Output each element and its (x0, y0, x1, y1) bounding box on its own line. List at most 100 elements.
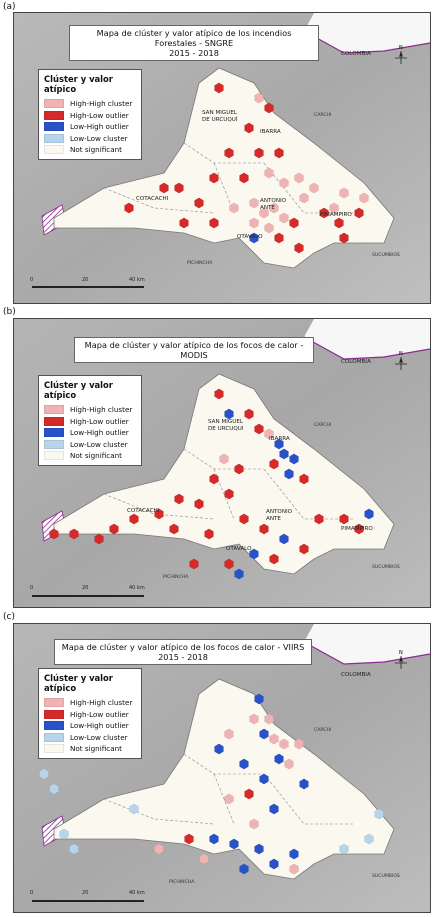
scale-mid: 20 (82, 890, 89, 896)
hex-cell (289, 217, 299, 229)
hex-cell (209, 473, 219, 485)
hex-cell (274, 232, 284, 244)
legend-swatch (44, 744, 64, 754)
scale-bar (32, 286, 144, 288)
map-title-b-line1: Mapa de clúster y valor atípico de los f… (84, 340, 304, 360)
hex-cell (329, 202, 339, 214)
hex-cell (159, 182, 169, 194)
legend-swatch (44, 439, 64, 449)
scale-bar (32, 595, 144, 597)
label-ibarra: IBARRA (260, 129, 281, 135)
scale-mid: 20 (82, 277, 89, 283)
hex-cell (264, 222, 274, 234)
hex-cell (229, 838, 239, 850)
hex-cell (264, 428, 274, 440)
hex-cell (254, 423, 264, 435)
legend-swatch (44, 451, 64, 461)
legend-item-high-high: High-High cluster (44, 98, 136, 110)
border-line (303, 30, 430, 54)
hex-cell (39, 768, 49, 780)
hex-cell (219, 453, 229, 465)
hex-cell (289, 453, 299, 465)
canton-boundaries (103, 142, 354, 214)
hex-cell (314, 513, 324, 525)
scale-end: 40 km (129, 890, 145, 896)
map-title-c: Mapa de clúster y valor atípico de los f… (54, 639, 312, 665)
hex-cell (154, 843, 164, 855)
label-otavalo: OTAVALO (226, 546, 252, 552)
hex-cell (244, 408, 254, 420)
hex-cell (294, 172, 304, 184)
label-pichincha: PICHINCHA (163, 575, 189, 580)
legend-item-not-significant: Not significant (44, 144, 136, 156)
hex-cell (184, 833, 194, 845)
hex-cell (124, 202, 134, 214)
canton-boundaries (103, 448, 354, 520)
colombia-region (304, 319, 430, 359)
legend-item-high-low: High-Low outlier (44, 709, 136, 721)
map-c-canvas (14, 624, 430, 912)
legend-swatch (44, 110, 64, 120)
study-area (53, 67, 395, 269)
legend-item-low-low: Low-Low cluster (44, 133, 136, 145)
legend-title: Clúster y valor atípico (44, 673, 113, 693)
label-carchi: CARCHI (314, 113, 332, 118)
hex-cell (239, 863, 249, 875)
label-pimampiro: PIMAMPIRO (320, 212, 352, 218)
label-sucumbios: SUCUMBIOS (372, 874, 400, 879)
label-antonio-ante: ANTONIO ANTE (260, 198, 287, 211)
legend-item-high-high: High-High cluster (44, 697, 136, 709)
hex-cell (179, 217, 189, 229)
border-line (303, 336, 430, 360)
label-sucumbios: SUCUMBIOS (372, 253, 400, 258)
scale-bar (32, 900, 144, 902)
north-arrow-icon: N (392, 43, 410, 65)
hex-cell (269, 733, 279, 745)
map-title-a-line1: Mapa de clúster y valor atípico de los i… (96, 28, 292, 48)
legend-item-high-low: High-Low outlier (44, 110, 136, 122)
label-sucumbios: SUCUMBIOS (372, 565, 400, 570)
hex-cell (354, 207, 364, 219)
hex-cell (279, 533, 289, 545)
hex-cell (254, 693, 264, 705)
hex-cell (244, 788, 254, 800)
hex-cell (364, 833, 374, 845)
hex-cell (129, 803, 139, 815)
legend-item-low-high: Low-High outlier (44, 427, 136, 439)
legend-swatch (44, 145, 64, 155)
hex-cell (274, 753, 284, 765)
map-title-b: Mapa de clúster y valor atípico de los f… (74, 337, 314, 363)
hex-cell (214, 388, 224, 400)
hex-cell (289, 848, 299, 860)
legend-swatch (44, 709, 64, 719)
hex-cell (254, 147, 264, 159)
panel-c-label: (c) (3, 612, 15, 622)
map-title-c-line2: 2015 - 2018 (158, 652, 208, 662)
hex-cell (224, 147, 234, 159)
map-title-a: Mapa de clúster y valor atípico de los i… (69, 25, 319, 61)
hex-cell (224, 488, 234, 500)
hex-cell (339, 843, 349, 855)
hex-cell (284, 468, 294, 480)
study-area (53, 678, 395, 880)
panel-b-label: (b) (3, 307, 16, 317)
legend-swatch (44, 405, 64, 415)
map-panel-a: Mapa de clúster y valor atípico de los i… (13, 12, 431, 304)
hex-cell (299, 192, 309, 204)
study-area (53, 373, 395, 575)
north-label: N (399, 351, 403, 357)
hex-cell (259, 523, 269, 535)
label-pichincha: PICHINCHA (187, 261, 213, 266)
hex-cell (174, 493, 184, 505)
label-san-miguel: SAN MIGUEL DE URCUQUÍ (202, 110, 238, 123)
hex-cell (239, 172, 249, 184)
legend-a: Clúster y valor atípico High-High cluste… (38, 69, 142, 160)
hex-cell (109, 523, 119, 535)
label-ibarra: IBARRA (269, 436, 290, 442)
hex-cell (254, 92, 264, 104)
hex-cell (264, 102, 274, 114)
label-colombia: COLOMBIA (341, 51, 371, 57)
hex-cell (194, 498, 204, 510)
hex-cell (224, 558, 234, 570)
legend-item-not-significant: Not significant (44, 743, 136, 755)
